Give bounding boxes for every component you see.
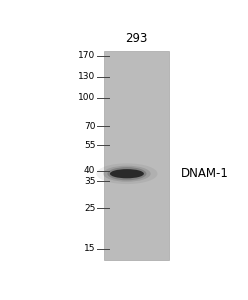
Text: 293: 293 xyxy=(125,32,148,45)
Text: 100: 100 xyxy=(78,93,95,102)
Text: 40: 40 xyxy=(84,166,95,175)
Ellipse shape xyxy=(110,169,144,178)
Text: 70: 70 xyxy=(84,122,95,130)
Text: 35: 35 xyxy=(84,177,95,186)
Bar xyxy=(104,51,169,260)
Text: 130: 130 xyxy=(78,72,95,81)
Ellipse shape xyxy=(103,166,151,182)
Ellipse shape xyxy=(96,164,157,184)
Text: DNAM-1: DNAM-1 xyxy=(181,167,229,180)
Text: 170: 170 xyxy=(78,51,95,60)
Text: 25: 25 xyxy=(84,204,95,213)
Ellipse shape xyxy=(107,167,147,180)
Text: 15: 15 xyxy=(84,244,95,253)
Text: 55: 55 xyxy=(84,141,95,150)
